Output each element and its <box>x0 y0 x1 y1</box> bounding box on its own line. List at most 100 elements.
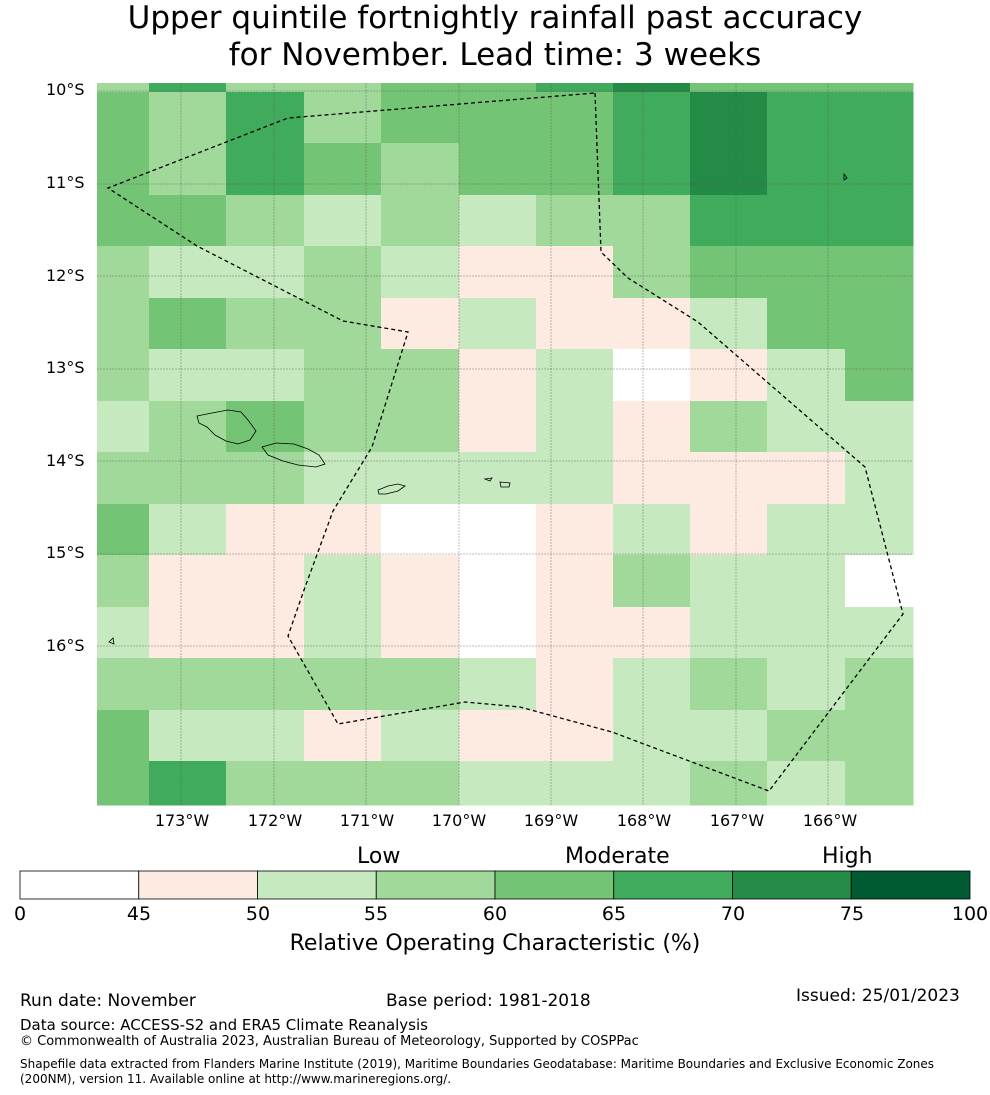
grid-cell <box>226 658 305 711</box>
island-upolu <box>261 442 326 468</box>
colorbar-tick-50: 50 <box>245 903 271 925</box>
grid-cell <box>97 143 150 196</box>
grid-cell <box>690 349 768 402</box>
grid-cell <box>613 710 691 762</box>
grid-cell <box>304 246 382 299</box>
grid-cell <box>613 504 691 556</box>
grid-cell <box>226 761 305 806</box>
grid-cell <box>97 504 150 556</box>
grid-cell <box>536 452 614 505</box>
lon-label-172w: 172°W <box>247 811 303 830</box>
grid-cell <box>459 607 537 659</box>
grid-cell <box>613 607 691 659</box>
grid-cell <box>97 92 150 144</box>
map-title: Upper quintile fortnightly rainfall past… <box>0 0 990 74</box>
grid-cell <box>304 143 382 196</box>
colorbar-tick-60: 60 <box>482 903 508 925</box>
grid-cell <box>767 349 846 402</box>
grid-cell <box>304 349 382 402</box>
grid-cell <box>149 401 227 453</box>
grid-cell <box>690 246 768 299</box>
grid-cell <box>459 298 537 350</box>
grid-cell <box>381 143 460 196</box>
grid-cell <box>536 83 614 93</box>
lon-label-169w: 169°W <box>523 811 579 830</box>
grid-cell <box>613 83 691 93</box>
grid-cell <box>459 83 537 93</box>
grid-cell <box>97 349 150 402</box>
island-manua-1 <box>483 477 493 482</box>
graticule <box>97 83 913 805</box>
grid-cell <box>845 658 914 711</box>
grid-cell <box>459 401 537 453</box>
grid-cell <box>767 555 846 608</box>
grid-cell <box>459 504 537 556</box>
colorbar-segment <box>494 870 615 900</box>
grid-cell <box>690 658 768 711</box>
lon-label-166w: 166°W <box>802 811 858 830</box>
grid-cell <box>226 504 305 556</box>
colorbar-segment <box>138 870 258 900</box>
grid-cell <box>226 298 305 350</box>
grid-cell <box>767 452 846 505</box>
grid-cell <box>226 710 305 762</box>
issued-date: Issued: 25/01/2023 <box>796 986 960 1006</box>
grid-cell <box>690 607 768 659</box>
lat-label-15s: 15°S <box>46 543 85 562</box>
grid-cell <box>381 195 460 247</box>
colorbar-tick-65: 65 <box>601 903 627 925</box>
grid-cell <box>381 92 460 144</box>
lon-label-171w: 171°W <box>339 811 395 830</box>
grid-cell <box>459 349 537 402</box>
island-tutuila <box>377 483 406 495</box>
grid-cell <box>304 761 382 806</box>
island-wallis <box>108 637 115 645</box>
grid-cell <box>767 607 846 659</box>
grid-cell <box>304 83 382 93</box>
island-manua-2 <box>499 481 511 488</box>
grid-cell <box>149 92 227 144</box>
grid-cell <box>613 143 691 196</box>
grid-cell <box>226 607 305 659</box>
grid-cell <box>613 658 691 711</box>
grid-cell <box>767 401 846 453</box>
grid-cell <box>226 83 305 93</box>
colorbar-tick-55: 55 <box>363 903 389 925</box>
colorbar-segment <box>613 870 733 900</box>
grid-cell <box>304 555 382 608</box>
grid-cell <box>381 761 460 806</box>
run-date: Run date: November <box>20 991 196 1011</box>
grid-cell <box>226 349 305 402</box>
grid-cell <box>536 658 614 711</box>
grid-cell <box>767 246 914 299</box>
grid-cell <box>304 92 382 144</box>
lon-label-170w: 170°W <box>431 811 487 830</box>
grid-cell <box>690 195 768 247</box>
grid-cell <box>845 452 914 505</box>
title-line-1: Upper quintile fortnightly rainfall past… <box>127 0 863 36</box>
copyright: © Commonwealth of Australia 2023, Austra… <box>20 1034 639 1049</box>
grid-cell <box>459 246 537 299</box>
grid-cell <box>226 452 305 505</box>
grid-cell <box>845 761 914 806</box>
grid-cell <box>97 246 150 299</box>
eez-boundary <box>106 92 904 792</box>
grid-cell <box>845 349 914 402</box>
grid-cell <box>304 710 382 762</box>
colorbar <box>19 870 971 900</box>
grid-cell <box>304 298 382 350</box>
colorbar-segment <box>732 870 852 900</box>
grid-cell <box>459 452 537 505</box>
category-moderate: Moderate <box>565 844 670 869</box>
base-period: Base period: 1981-2018 <box>386 991 591 1011</box>
grid-cell <box>767 298 914 350</box>
grid-cell <box>459 195 537 247</box>
grid-cell <box>149 710 227 762</box>
island-swains <box>843 172 848 181</box>
grid-cell <box>381 83 460 93</box>
grid-cell <box>149 349 227 402</box>
grid-cell <box>381 658 460 711</box>
grid-cell <box>226 246 305 299</box>
grid-cell <box>690 401 768 453</box>
grid-cell <box>690 83 768 93</box>
